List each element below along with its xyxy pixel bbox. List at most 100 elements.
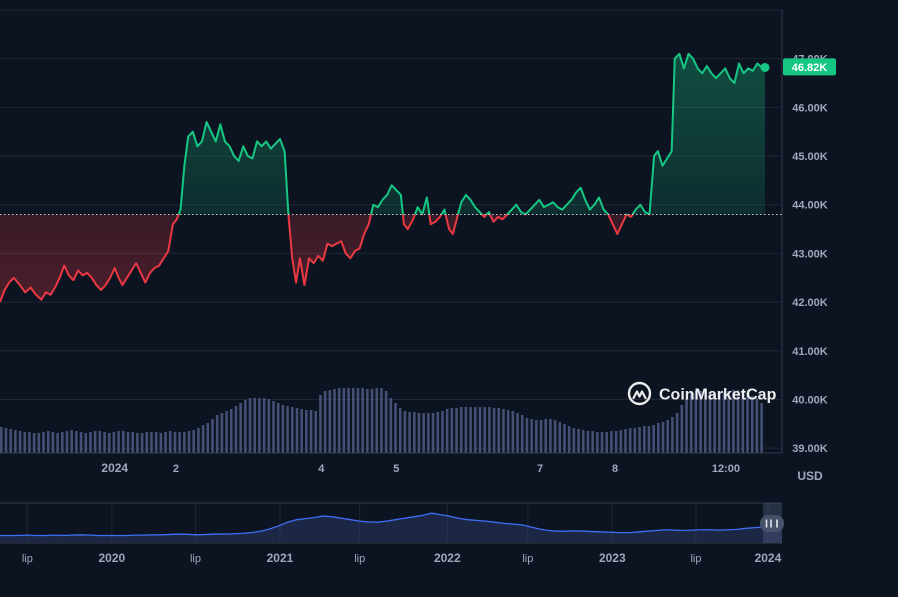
volume-bar — [159, 433, 163, 453]
volume-bar — [699, 391, 702, 453]
volume-bar — [192, 430, 195, 453]
volume-bar — [112, 432, 116, 453]
volume-bar — [234, 406, 238, 453]
volume-bar — [549, 419, 552, 453]
volume-bar — [539, 420, 543, 453]
volume-bar — [164, 432, 167, 453]
volume-bar — [150, 432, 153, 453]
y-tick-label: 42.00K — [792, 297, 828, 309]
price-area-below — [0, 214, 633, 303]
x-tick-label: 4 — [318, 463, 325, 475]
volume-bar — [9, 429, 12, 453]
volume-bar — [614, 431, 618, 453]
y-tick-label: 44.00K — [792, 200, 828, 212]
overview-navigator[interactable] — [0, 502, 784, 544]
volume-bar — [56, 433, 59, 453]
volume-bar — [741, 391, 745, 453]
volume-bar — [122, 431, 125, 453]
volume-bar — [450, 408, 454, 453]
volume-bar — [638, 427, 641, 453]
volume-bar — [464, 407, 468, 453]
volume-bar — [596, 432, 599, 453]
volume-bar — [685, 398, 688, 453]
volume-bar — [154, 432, 158, 453]
volume-bar — [244, 400, 247, 453]
volume-bar — [610, 431, 613, 453]
volume-bar — [89, 432, 92, 453]
y-tick-label: 46.00K — [792, 102, 828, 114]
volume-bar — [18, 431, 22, 453]
volume-bar — [300, 409, 303, 453]
volume-bar — [680, 405, 684, 453]
volume-bar — [525, 418, 529, 453]
volume-bar — [736, 390, 740, 453]
volume-bar — [211, 419, 214, 453]
volume-bar — [0, 427, 3, 453]
overview-line — [0, 512, 783, 537]
volume-bar — [42, 432, 45, 453]
volume-bar — [436, 412, 440, 453]
overview-x-tick-label: 2022 — [434, 551, 461, 565]
volume-bar — [722, 392, 726, 453]
volume-bar — [337, 388, 341, 453]
volume-bar — [520, 415, 524, 453]
volume-bar — [483, 407, 486, 453]
x-tick-label: 12:00 — [712, 463, 740, 475]
overview-grid — [26, 503, 769, 543]
overview-x-tick-label: lip — [690, 553, 701, 565]
volume-bar — [577, 429, 580, 453]
volume-bar — [206, 423, 210, 453]
volume-bar — [746, 393, 749, 453]
volume-bar — [478, 407, 482, 453]
volume-bar — [666, 420, 670, 453]
volume-bar — [431, 413, 435, 453]
volume-bar — [93, 431, 97, 453]
volume-bar — [558, 422, 562, 453]
volume-bar — [718, 393, 721, 453]
volume-bar — [290, 407, 294, 453]
volume-bar — [403, 411, 407, 453]
y-tick-label: 43.00K — [792, 248, 828, 260]
volume-bar — [201, 425, 205, 453]
volume-bar — [281, 405, 285, 453]
volume-bar — [239, 403, 242, 453]
x-tick-label: 2 — [173, 463, 179, 475]
volume-bar — [389, 398, 393, 453]
volume-bar — [323, 391, 327, 453]
volume-bar — [305, 410, 308, 453]
volume-bar — [248, 398, 252, 453]
volume-bar — [642, 426, 646, 453]
volume-bar — [581, 430, 585, 453]
volume-bar — [689, 393, 693, 453]
volume-bar — [220, 413, 224, 453]
volume-bar — [342, 388, 346, 453]
volume-bar — [661, 422, 665, 453]
volume-bar — [333, 389, 336, 453]
volume-bar — [14, 430, 17, 453]
volume-bar — [469, 407, 472, 453]
volume-bar — [117, 431, 120, 453]
volume-bar — [309, 410, 313, 453]
volume-bar — [61, 432, 64, 453]
volume-bar — [103, 432, 106, 453]
volume-bar — [511, 411, 515, 453]
volume-bar — [178, 432, 181, 453]
price-area-above — [0, 53, 765, 215]
watermark-text: CoinMarketCap — [659, 387, 777, 404]
price-line-above — [177, 52, 765, 215]
volume-bar — [272, 401, 275, 453]
volume-bar — [361, 388, 364, 453]
overview-handle[interactable] — [760, 515, 784, 532]
volume-bar — [51, 432, 55, 453]
volume-bar — [276, 403, 280, 453]
volume-bar — [23, 432, 27, 453]
volume-bar — [380, 388, 383, 453]
volume-bar — [328, 390, 332, 453]
volume-bars — [0, 388, 763, 453]
volume-bar — [347, 388, 350, 453]
volume-bar — [398, 408, 402, 453]
volume-bar — [760, 403, 763, 453]
volume-bar — [253, 398, 257, 453]
overview-x-tick-label: 2024 — [755, 551, 782, 565]
